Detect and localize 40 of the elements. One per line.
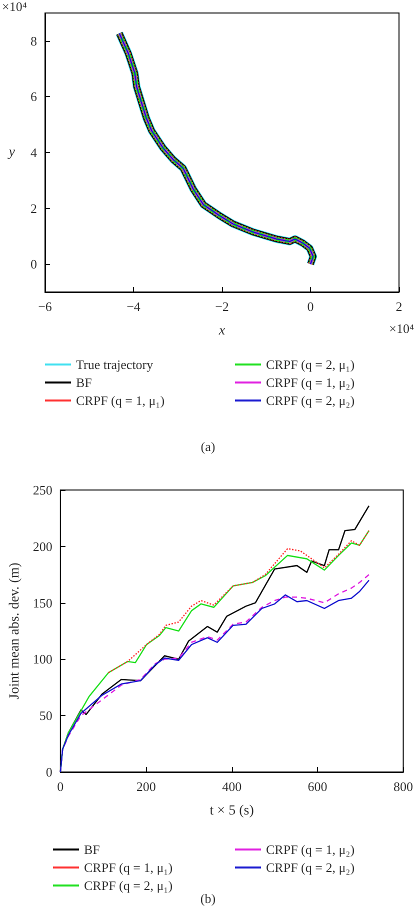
y-tick-label: 0 xyxy=(30,256,37,272)
y-tick-label: 50 xyxy=(39,708,52,724)
legend-label: CRPF (q = 2, μ₂) xyxy=(266,393,355,408)
legend-label: CRPF (q = 1, μ₁) xyxy=(84,860,173,875)
y-tick-label: 2 xyxy=(30,200,37,216)
x-tick-label: 0 xyxy=(57,779,64,794)
legend-label: CRPF (q = 1, μ₂) xyxy=(266,375,355,390)
text: (a) xyxy=(200,439,216,454)
y-axis-title: y xyxy=(6,145,16,160)
legend-label: CRPF (q = 1, μ₂) xyxy=(266,842,355,857)
legend-label: True trajectory xyxy=(76,357,154,372)
x-tick-label: 0 xyxy=(307,299,314,314)
x-tick-label: 2 xyxy=(396,299,402,314)
y-tick-label: 250 xyxy=(32,482,52,498)
y-tick-label: 4 xyxy=(30,145,38,160)
y-tick-label: 100 xyxy=(32,652,52,667)
legend-label: CRPF (q = 2, μ₂) xyxy=(266,860,355,875)
x-axis-title: t × 5 (s) xyxy=(210,804,254,818)
y-axis-title: Joint mean abs. dev. (m) xyxy=(8,562,22,700)
legend-label: BF xyxy=(76,375,92,390)
x-tick-label: 200 xyxy=(136,779,156,794)
y-tick-label: 6 xyxy=(30,89,38,104)
x-tick-label: −4 xyxy=(126,299,141,314)
y-tick-label: 200 xyxy=(32,538,52,554)
text: ×10⁴ xyxy=(2,0,28,14)
x-tick-label: 600 xyxy=(308,779,328,794)
y-tick-label: 0 xyxy=(46,764,52,780)
text: (b) xyxy=(200,891,216,906)
x-tick-label: −2 xyxy=(215,299,229,314)
x-axis-title: x xyxy=(218,324,226,338)
x-tick-label: 400 xyxy=(222,779,242,794)
x-tick-label: −6 xyxy=(38,299,52,314)
x-tick-label: 800 xyxy=(394,779,413,794)
text: ×10⁴ xyxy=(389,321,414,336)
y-tick-label: 8 xyxy=(30,33,37,48)
legend-label: CRPF (q = 2, μ₁) xyxy=(266,357,355,372)
legend-label: CRPF (q = 1, μ₁) xyxy=(76,393,165,408)
legend-label: CRPF (q = 2, μ₁) xyxy=(84,878,173,893)
y-tick-label: 150 xyxy=(32,595,52,610)
legend-label: BF xyxy=(84,842,100,857)
